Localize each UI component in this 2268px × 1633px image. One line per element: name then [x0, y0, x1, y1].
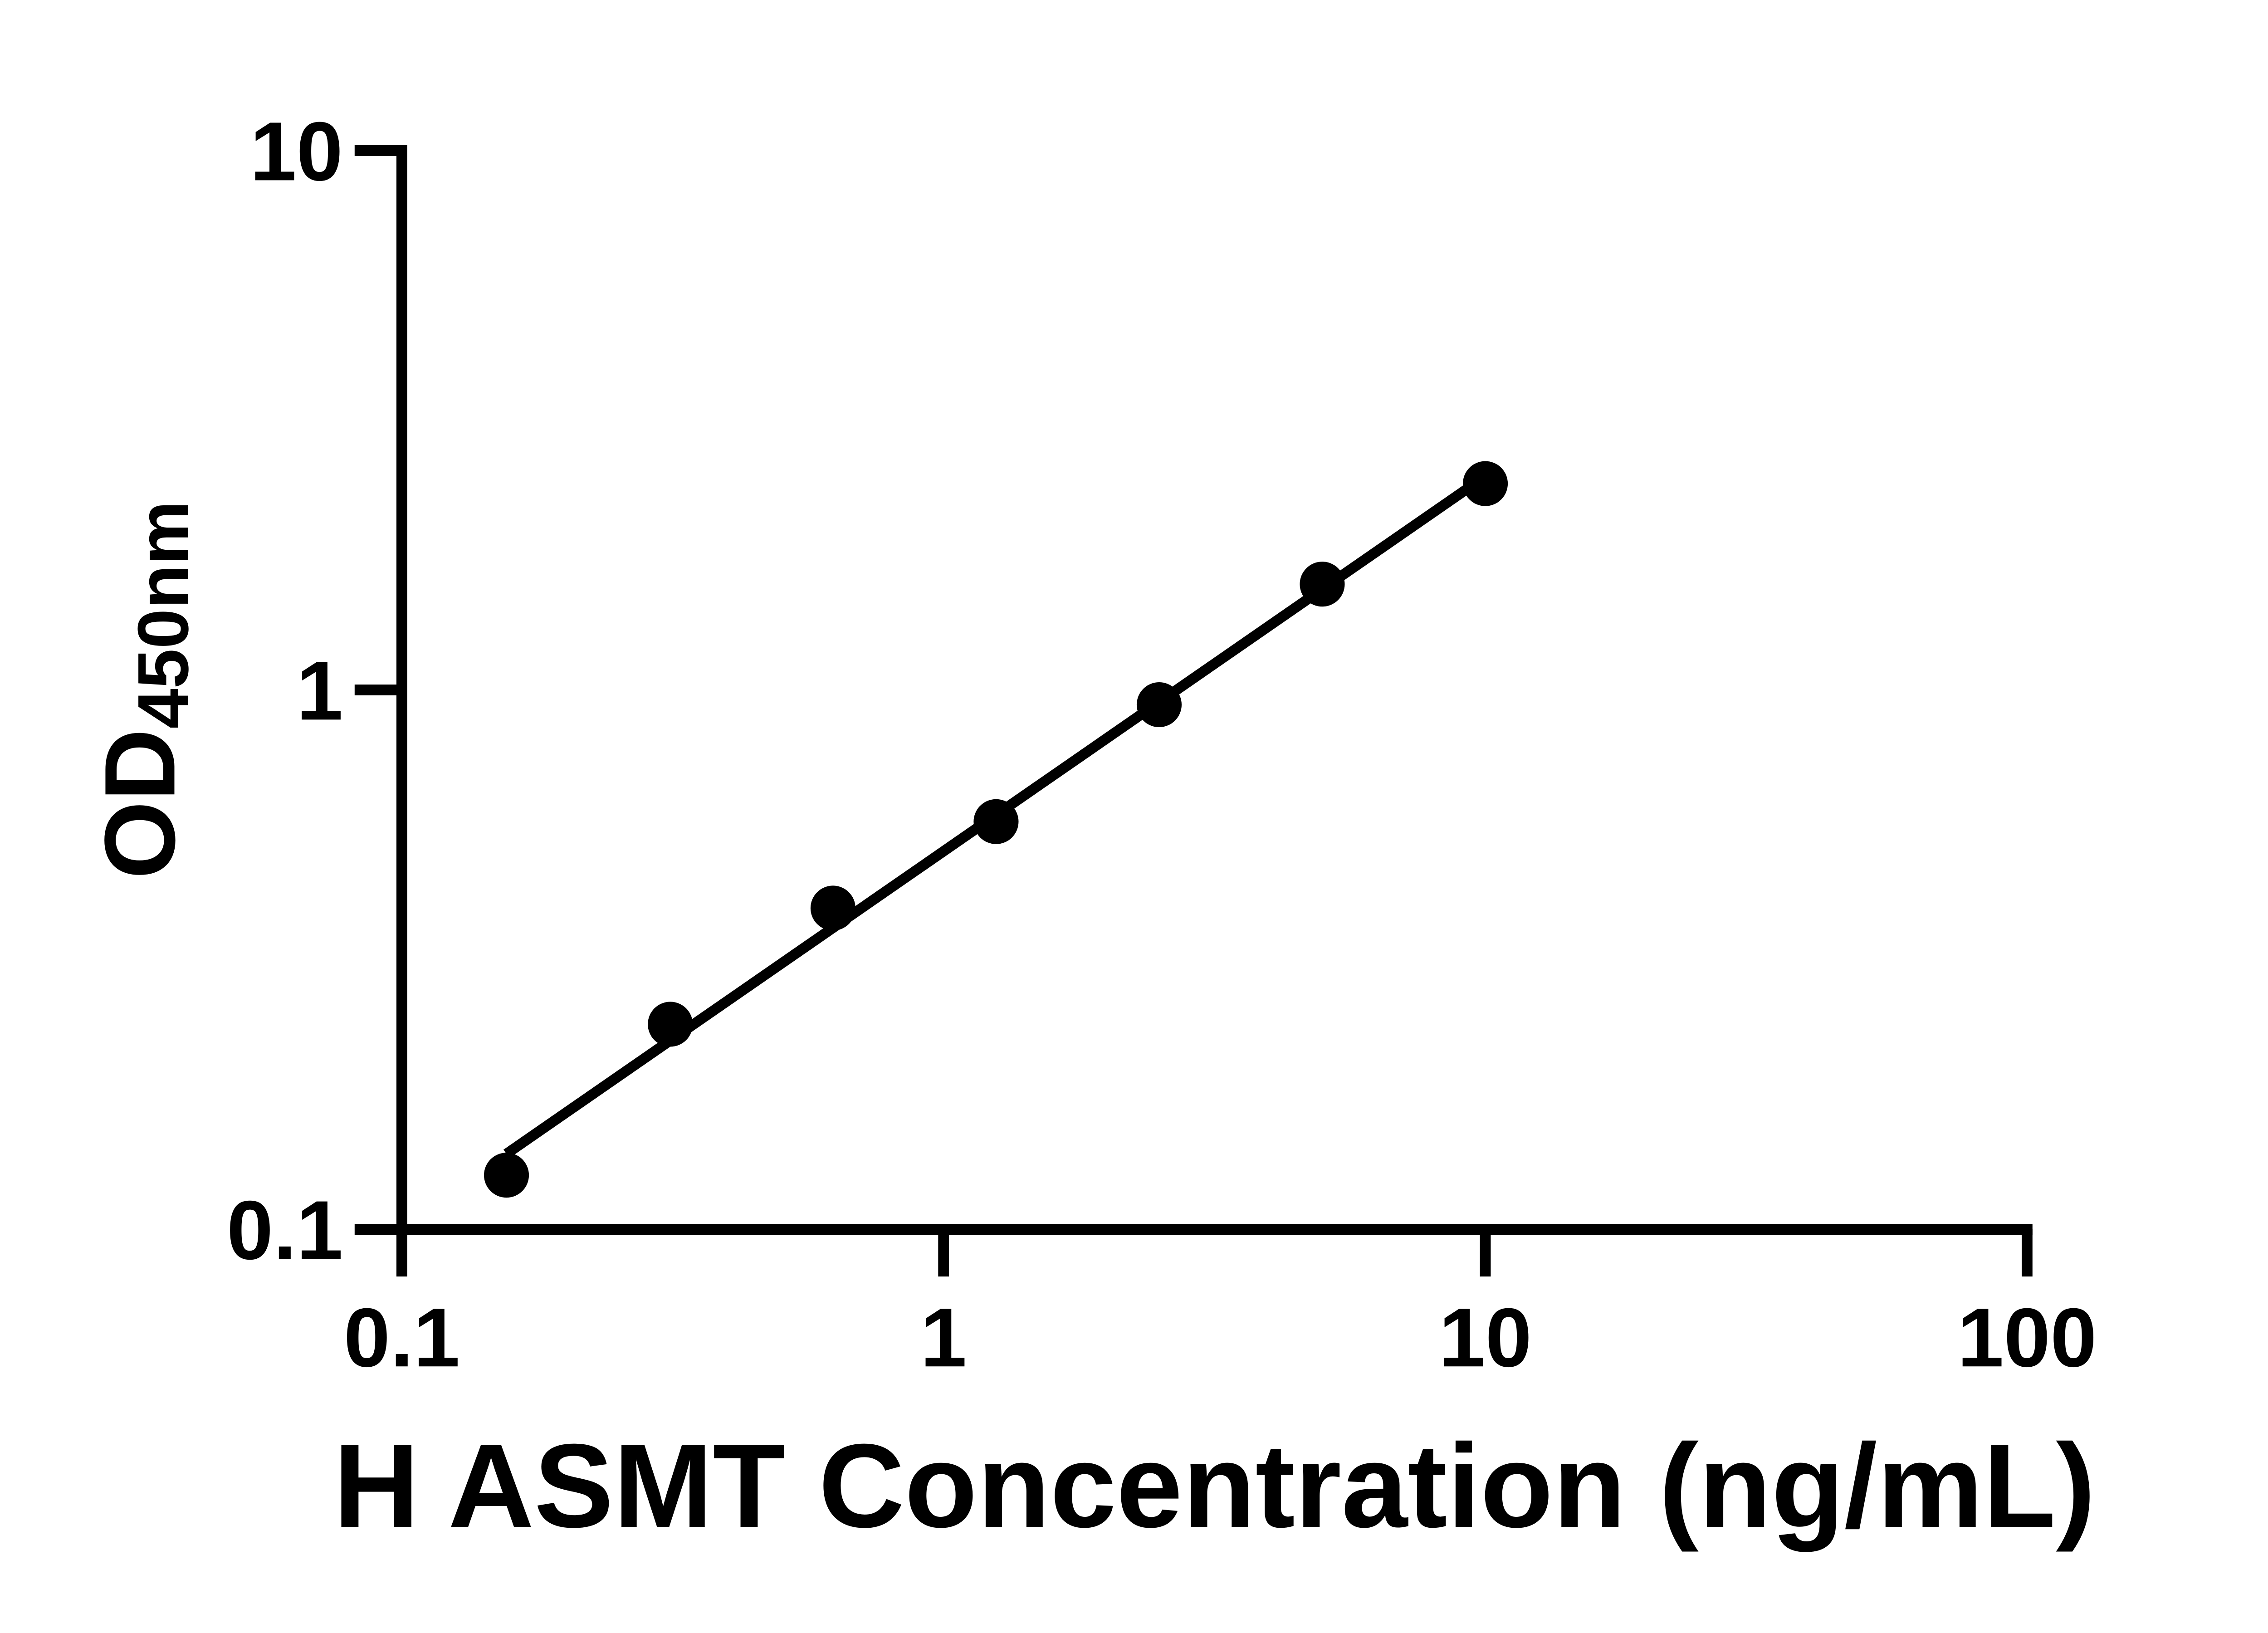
plot-layer: 0.1 1 10 0.1 1 10 100 — [227, 105, 2097, 1384]
y-axis-title-main: OD — [83, 728, 196, 879]
x-axis-title: H ASMT Concentration (ng/mL) — [333, 1419, 2096, 1553]
data-point — [648, 1002, 693, 1047]
x-tick-label: 1 — [920, 1291, 967, 1384]
data-point — [484, 1153, 529, 1198]
data-point — [1300, 562, 1345, 607]
x-tick-label: 10 — [1439, 1291, 1532, 1384]
y-axis-title: OD450nm — [83, 501, 203, 879]
data-point — [1136, 682, 1182, 728]
data-point — [973, 799, 1019, 844]
y-tick-label: 10 — [250, 105, 343, 198]
x-tick-label: 100 — [1957, 1291, 2097, 1384]
data-point — [810, 885, 855, 931]
y-tick-label: 1 — [297, 644, 343, 738]
y-tick-label: 0.1 — [227, 1183, 343, 1277]
y-axis-title-subscript: 450nm — [122, 501, 203, 728]
data-point — [1462, 461, 1508, 506]
x-tick-label: 0.1 — [344, 1291, 460, 1384]
